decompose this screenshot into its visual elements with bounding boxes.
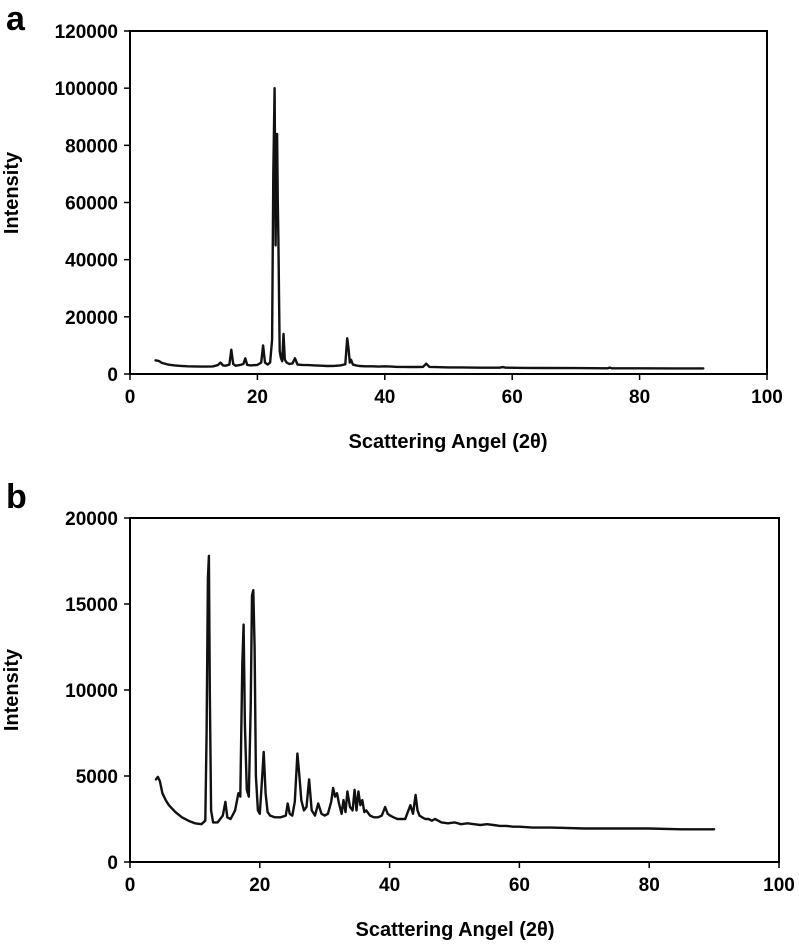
x-axis-label-a: Scattering Angel (2θ) [349,431,548,453]
x-tick-label: 60 [509,875,530,896]
y-tick-label: 20000 [65,308,118,329]
x-tick-label: 0 [125,387,136,408]
y-tick-label: 0 [107,853,118,874]
x-ticks-b: 0 20 40 60 80 100 [125,862,795,896]
xrd-trace-b [154,554,716,831]
y-tick-label: 20000 [65,509,118,530]
y-ticks-a: 0 20000 40000 60000 80000 100000 120000 [55,22,130,386]
x-tick-label: 80 [639,875,660,896]
x-tick-label: 40 [374,387,395,408]
panel-b: b 0 5000 10000 15000 20000 0 20 40 60 80 100 Scat… [1,478,795,941]
y-tick-label: 5000 [76,767,118,788]
plot-frame-a [129,30,768,375]
x-tick-label: 100 [751,387,783,408]
x-tick-label: 100 [763,875,795,896]
x-tick-label: 60 [502,387,523,408]
y-tick-label: 10000 [65,681,118,702]
panel-letter-b: b [6,478,27,516]
y-tick-label: 15000 [65,595,118,616]
x-tick-label: 40 [379,875,400,896]
x-tick-label: 0 [125,875,136,896]
panel-a: a 0 20000 40000 60000 80000 100000 120000 0 20 4… [1,0,783,453]
x-tick-label: 20 [247,387,268,408]
y-ticks-b: 0 5000 10000 15000 20000 [65,509,130,874]
y-tick-label: 60000 [65,194,118,215]
x-tick-label: 20 [249,875,270,896]
y-tick-label: 120000 [55,22,118,43]
y-axis-label-b: Intensity [1,648,23,731]
y-tick-label: 100000 [55,79,118,100]
x-ticks-a: 0 20 40 60 80 100 [125,374,783,408]
x-tick-label: 80 [629,387,650,408]
xrd-trace-a [154,87,705,370]
y-tick-label: 80000 [65,136,118,157]
x-axis-label-b: Scattering Angel (2θ) [356,919,555,941]
y-tick-label: 0 [107,365,118,386]
panel-letter-a: a [6,0,26,38]
y-tick-label: 40000 [65,251,118,272]
y-axis-label-a: Intensity [1,151,23,234]
